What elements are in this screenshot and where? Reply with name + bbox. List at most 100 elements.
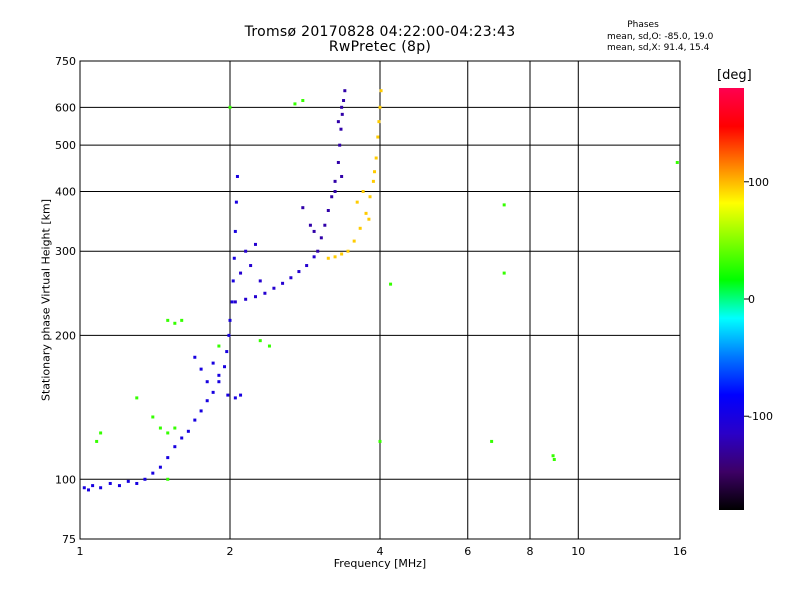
y-tick-label: 600	[55, 101, 76, 114]
data-point	[490, 439, 494, 443]
data-point	[376, 135, 380, 139]
data-point	[223, 365, 227, 369]
data-point	[267, 344, 271, 348]
plot-frame	[79, 60, 681, 540]
data-point	[339, 127, 343, 131]
y-tick-label: 75	[62, 533, 76, 546]
data-point	[166, 431, 170, 435]
data-point	[233, 300, 237, 304]
data-point	[228, 318, 232, 322]
data-point	[193, 418, 197, 422]
data-point	[281, 281, 285, 285]
chart-title: Tromsø 20170828 04:22:00-04:23:43	[244, 24, 516, 40]
data-point	[180, 436, 184, 440]
data-point	[226, 393, 230, 397]
data-point	[305, 264, 309, 268]
colorbar	[719, 88, 744, 510]
data-point	[227, 333, 231, 337]
colorbar-tick-label: 0	[748, 293, 755, 306]
data-point	[330, 195, 334, 199]
data-point	[371, 179, 375, 183]
data-point	[326, 209, 330, 213]
data-point	[239, 271, 243, 275]
data-point	[99, 486, 103, 490]
data-point	[173, 445, 177, 449]
data-point	[355, 200, 359, 204]
data-point	[253, 242, 257, 246]
data-point	[297, 270, 301, 274]
data-point	[343, 89, 347, 93]
data-point	[91, 484, 95, 488]
axis-ticks: 1 2 4 6 8 10 16 75 100 200 300 400 500 600 750	[55, 55, 687, 558]
data-point	[675, 160, 679, 164]
colorbar-unit-label: [deg]	[717, 68, 752, 83]
data-point	[108, 481, 112, 485]
data-point	[253, 295, 257, 299]
data-point	[551, 454, 555, 458]
data-point	[135, 396, 139, 400]
data-point	[228, 105, 232, 109]
y-tick-label: 500	[55, 139, 76, 152]
data-point	[377, 120, 381, 124]
data-point	[117, 484, 121, 488]
data-point	[326, 256, 330, 260]
data-point	[86, 488, 90, 492]
data-point	[552, 457, 556, 461]
data-point	[301, 99, 305, 103]
phase-o-stats: mean, sd,O: -85.0, 19.0	[607, 32, 714, 42]
data-point	[211, 390, 215, 394]
data-point	[231, 279, 235, 283]
grid-lines	[80, 61, 680, 539]
data-point	[346, 249, 350, 253]
data-point	[143, 477, 147, 481]
y-axis-label: Stationary phase Virtual Height [km]	[39, 198, 53, 402]
data-point	[333, 255, 337, 259]
data-point	[225, 350, 229, 354]
data-point	[374, 156, 378, 160]
data-point	[249, 264, 253, 268]
data-point	[312, 255, 316, 259]
data-point	[379, 89, 383, 93]
x-tick-label: 1	[77, 545, 84, 558]
data-point	[333, 179, 337, 183]
data-point	[217, 380, 221, 384]
data-point	[166, 477, 170, 481]
data-point	[312, 229, 316, 233]
data-point	[364, 211, 368, 215]
y-tick-label: 200	[55, 329, 76, 342]
y-tick-label: 300	[55, 245, 76, 258]
data-point	[263, 291, 267, 295]
data-point	[336, 120, 340, 124]
x-tick-label: 8	[527, 545, 534, 558]
y-tick-label: 400	[55, 185, 76, 198]
data-point	[244, 249, 248, 253]
data-point	[323, 223, 327, 227]
data-point	[205, 399, 209, 403]
data-point	[389, 282, 393, 286]
data-point	[135, 481, 139, 485]
data-point	[173, 321, 177, 325]
data-point	[340, 252, 344, 256]
data-point	[258, 339, 262, 343]
data-point	[502, 203, 506, 207]
data-point	[199, 367, 203, 371]
data-point	[186, 429, 190, 433]
x-tick-label: 6	[464, 545, 471, 558]
data-point	[289, 276, 293, 280]
data-point	[308, 223, 312, 227]
data-point	[199, 409, 203, 413]
data-point	[158, 426, 162, 430]
data-point	[367, 217, 371, 221]
data-point	[316, 249, 320, 253]
data-point	[230, 300, 234, 304]
data-point	[361, 189, 365, 193]
data-point	[193, 355, 197, 359]
data-point	[217, 373, 221, 377]
data-point	[373, 170, 377, 174]
x-tick-label: 2	[227, 545, 234, 558]
phase-legend-title: Phases	[627, 20, 659, 30]
data-point	[239, 393, 243, 397]
data-point	[166, 318, 170, 322]
data-point	[151, 471, 155, 475]
